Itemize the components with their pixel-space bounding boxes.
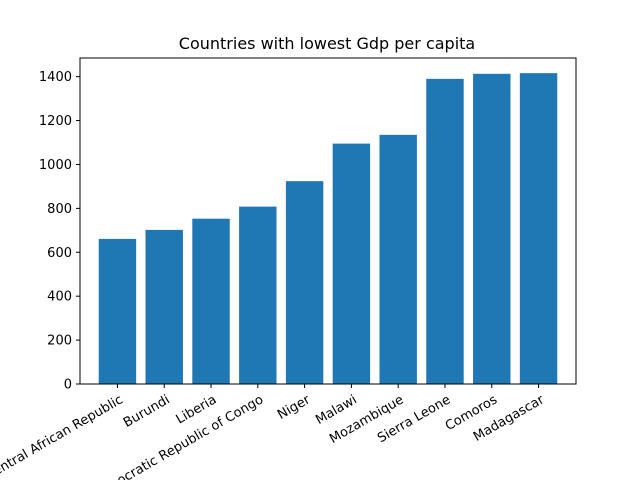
bar-3 (192, 218, 230, 384)
y-axis: 0 200 400 600 800 1000 1200 1400 (39, 70, 80, 393)
y-tick-label: 800 (47, 202, 72, 217)
chart-title: Countries with lowest Gdp per capita (179, 34, 475, 53)
bar-6 (332, 143, 371, 384)
y-tick-label: 200 (47, 334, 72, 349)
y-tick-label: 0 (64, 378, 72, 393)
bar-5 (285, 181, 324, 384)
y-tick-label: 1400 (39, 70, 72, 85)
bar-2 (145, 229, 183, 384)
bar-9 (473, 73, 511, 384)
bar-4 (239, 206, 277, 384)
x-tick-label: Burundi (121, 392, 173, 430)
bar-7 (379, 134, 417, 384)
y-tick-label: 400 (47, 290, 72, 305)
y-tick-label: 1000 (39, 158, 72, 173)
y-tick-label: 600 (47, 246, 72, 261)
bar-1 (98, 238, 137, 384)
plot-frame (79, 57, 577, 385)
bar-10 (519, 73, 558, 385)
bars-group (98, 73, 558, 385)
bar-8 (426, 78, 464, 384)
y-tick-label: 1200 (39, 114, 72, 129)
x-tick-label: Central African Republic (0, 392, 126, 480)
x-tick-label: Niger (275, 392, 313, 423)
